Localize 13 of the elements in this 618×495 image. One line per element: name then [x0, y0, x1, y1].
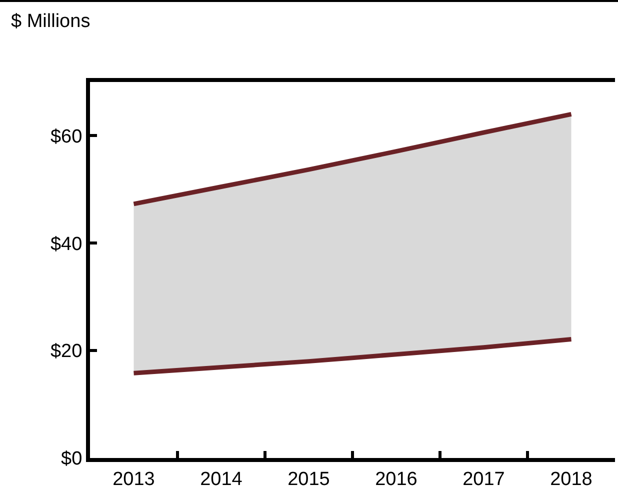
- line-series: [132, 112, 574, 206]
- y-tick-label: $20: [50, 341, 82, 362]
- y-tick-label: $40: [50, 234, 82, 255]
- line-series: [132, 337, 574, 376]
- x-tick-label: 2014: [200, 468, 243, 490]
- x-tick-label: 2015: [288, 468, 330, 490]
- x-tick-label: 2018: [550, 468, 592, 490]
- y-tick-label: $0: [61, 448, 82, 470]
- x-tick-label: 2016: [375, 468, 418, 490]
- x-tick-label: 2013: [112, 468, 155, 490]
- y-tick-label: $60: [50, 126, 82, 148]
- x-tick-label: 2017: [462, 468, 505, 490]
- y-axis-title: $ Millions: [11, 11, 90, 32]
